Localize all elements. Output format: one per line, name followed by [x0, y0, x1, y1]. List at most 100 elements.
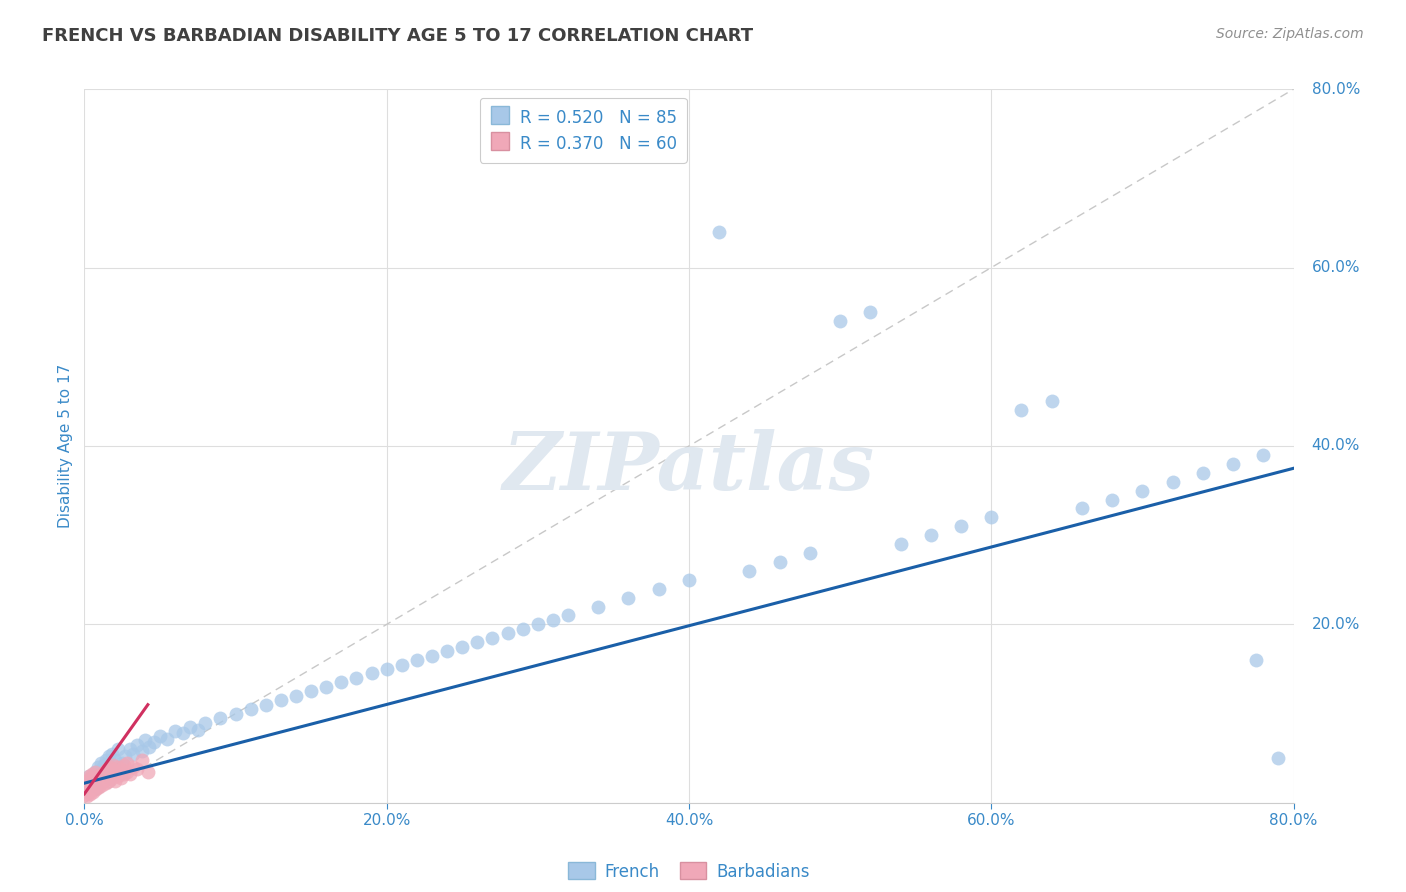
Point	[94, 753, 117, 767]
Point	[76, 782, 98, 797]
Point	[75, 780, 97, 794]
Point	[112, 767, 135, 781]
Point	[541, 613, 564, 627]
Point	[799, 546, 821, 560]
Point	[467, 635, 489, 649]
Point	[950, 519, 973, 533]
Point	[98, 769, 121, 783]
Point	[738, 564, 761, 578]
Point	[90, 776, 112, 790]
Point	[82, 776, 104, 790]
Point	[163, 724, 186, 739]
Point	[360, 666, 382, 681]
Point	[557, 608, 579, 623]
Point	[1222, 457, 1244, 471]
Point	[980, 510, 1002, 524]
Point	[98, 771, 121, 785]
Point	[1267, 751, 1289, 765]
Point	[86, 776, 108, 790]
Point	[709, 225, 731, 239]
Point	[101, 767, 124, 781]
Point	[112, 758, 135, 772]
Point	[89, 767, 111, 781]
Text: 40.0%: 40.0%	[1312, 439, 1360, 453]
Point	[90, 756, 112, 770]
Text: Source: ZipAtlas.com: Source: ZipAtlas.com	[1216, 27, 1364, 41]
Point	[84, 780, 107, 794]
Point	[172, 726, 194, 740]
Point	[96, 764, 118, 779]
Point	[617, 591, 640, 605]
Point	[97, 773, 120, 788]
Point	[90, 767, 112, 781]
Point	[284, 689, 308, 703]
Point	[87, 769, 110, 783]
Point	[134, 733, 156, 747]
Point	[101, 767, 124, 781]
Point	[97, 749, 120, 764]
Point	[138, 740, 160, 755]
Y-axis label: Disability Age 5 to 17: Disability Age 5 to 17	[58, 364, 73, 528]
Point	[96, 771, 118, 785]
Point	[270, 693, 292, 707]
Point	[86, 780, 108, 794]
Point	[315, 680, 337, 694]
Point	[209, 711, 232, 725]
Point	[86, 782, 108, 797]
Point	[131, 744, 153, 758]
Point	[647, 582, 671, 596]
Point	[104, 764, 127, 779]
Point	[107, 769, 129, 783]
Point	[110, 771, 132, 785]
Point	[93, 758, 115, 772]
Point	[93, 764, 115, 779]
Point	[375, 662, 398, 676]
Point	[330, 675, 353, 690]
Point	[118, 767, 141, 781]
Point	[89, 780, 111, 794]
Point	[859, 305, 882, 319]
Point	[142, 735, 165, 749]
Point	[94, 776, 117, 790]
Point	[239, 702, 262, 716]
Point	[76, 776, 98, 790]
Point	[1130, 483, 1153, 498]
Point	[98, 760, 121, 774]
Point	[84, 773, 107, 788]
Point	[254, 698, 277, 712]
Point	[127, 762, 149, 776]
Point	[187, 723, 209, 737]
Point	[82, 771, 104, 785]
Point	[75, 773, 97, 788]
Point	[1191, 466, 1213, 480]
Point	[101, 758, 124, 772]
Point	[115, 756, 138, 770]
Point	[111, 756, 134, 770]
Point	[1071, 501, 1094, 516]
Point	[82, 778, 104, 792]
Point	[84, 764, 107, 779]
Point	[110, 762, 132, 776]
Point	[80, 771, 103, 785]
Point	[75, 787, 97, 801]
Point	[100, 771, 122, 785]
Point	[769, 555, 792, 569]
Point	[588, 599, 610, 614]
Point	[1101, 492, 1123, 507]
Point	[79, 773, 101, 788]
Point	[91, 778, 114, 792]
Point	[107, 760, 129, 774]
Text: FRENCH VS BARBADIAN DISABILITY AGE 5 TO 17 CORRELATION CHART: FRENCH VS BARBADIAN DISABILITY AGE 5 TO …	[42, 27, 754, 45]
Point	[76, 789, 98, 803]
Point	[97, 767, 120, 781]
Point	[1040, 394, 1063, 409]
Point	[678, 573, 700, 587]
Point	[107, 742, 129, 756]
Point	[91, 762, 114, 776]
Point	[299, 684, 322, 698]
Point	[79, 780, 101, 794]
Point	[80, 767, 103, 781]
Point	[1251, 448, 1274, 462]
Legend: French, Barbadians: French, Barbadians	[561, 855, 817, 888]
Point	[131, 753, 153, 767]
